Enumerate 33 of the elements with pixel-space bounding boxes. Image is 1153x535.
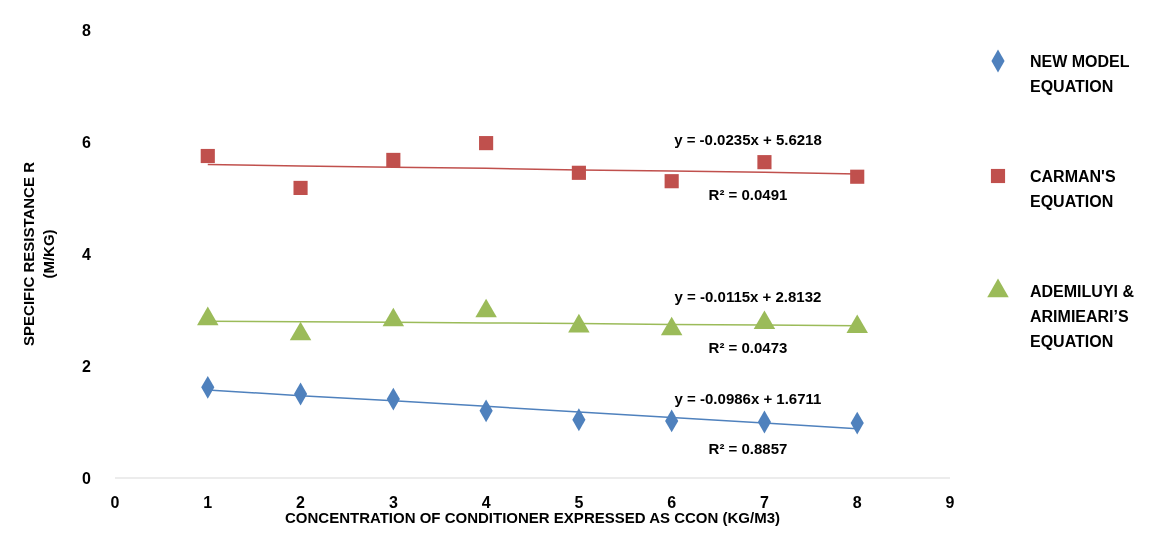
x-tick-label: 2 — [296, 494, 306, 511]
point — [850, 169, 865, 184]
x-tick-label: 8 — [852, 494, 862, 511]
annotation: y = -0.0115x + 2.8132 — [674, 288, 822, 305]
point — [200, 148, 215, 164]
x-tick-label: 0 — [110, 494, 120, 511]
y-tick-label: 0 — [82, 470, 92, 487]
annotation: y = -0.0235x + 5.6218 — [674, 131, 822, 148]
point — [293, 180, 308, 195]
y-tick-label: 6 — [82, 134, 92, 151]
x-axis-title: CONCENTRATION OF CONDITIONER EXPRESSED AS CCON (KG/M3) — [284, 509, 781, 526]
x-tick-label: 9 — [945, 494, 955, 511]
annotation: R² = 0.8857 — [708, 440, 788, 457]
x-tick-label: 4 — [481, 494, 491, 511]
x-tick-label: 5 — [574, 494, 584, 511]
legend-label: CARMAN'S EQUATION — [1030, 168, 1116, 210]
x-tick-label: 3 — [388, 494, 398, 511]
point — [757, 155, 772, 170]
y-axis-title: SPECIFIC RESISTANCE R (M/KG) — [20, 161, 57, 346]
point — [479, 136, 494, 151]
point — [664, 174, 679, 189]
legend-label: NEW MODEL EQUATION — [1030, 53, 1130, 95]
x-tick-label: 6 — [667, 494, 677, 511]
point — [386, 152, 401, 167]
legend-label: ADEMILUYI & ARIMIEARI’S EQUATION — [1030, 283, 1135, 350]
y-tick-label: 2 — [82, 358, 92, 375]
annotation: R² = 0.0473 — [708, 339, 788, 356]
x-tick-label: 1 — [203, 494, 213, 511]
y-tick-label: 8 — [82, 22, 92, 39]
annotation: R² = 0.0491 — [708, 186, 788, 203]
annotation: y = -0.0986x + 1.6711 — [674, 390, 822, 407]
y-tick-label: 4 — [82, 246, 92, 263]
x-tick-label: 7 — [759, 494, 769, 511]
